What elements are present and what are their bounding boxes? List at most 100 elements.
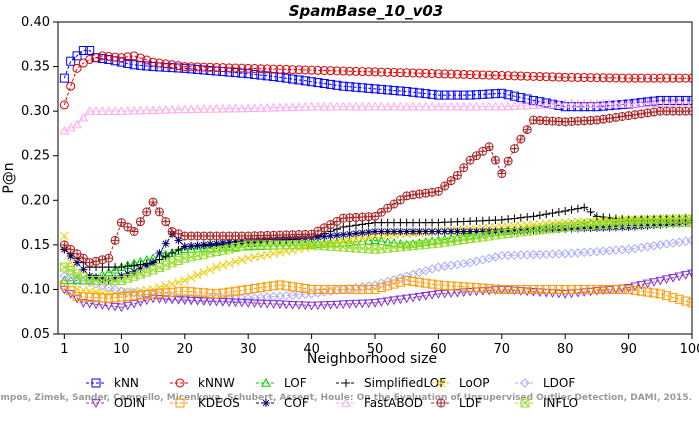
- data-point: [611, 98, 621, 108]
- data-point: [357, 299, 368, 309]
- data-point: [643, 221, 652, 230]
- data-point: [409, 227, 418, 236]
- data-point: [598, 284, 608, 294]
- legend-marker: [436, 378, 446, 388]
- y-tick-label: 0.20: [21, 193, 50, 208]
- data-point: [630, 285, 640, 295]
- legend-label: LOF: [284, 376, 307, 390]
- data-point: [427, 291, 437, 300]
- data-point: [237, 68, 247, 78]
- data-point: [192, 104, 203, 113]
- data-point: [554, 72, 564, 82]
- data-point: [103, 106, 114, 115]
- data-point: [510, 226, 519, 235]
- data-point: [262, 71, 272, 81]
- data-point: [225, 238, 234, 247]
- data-point: [554, 249, 564, 259]
- data-point: [142, 55, 152, 65]
- data-point: [484, 284, 494, 294]
- data-point: [484, 101, 494, 111]
- data-point: [541, 72, 551, 82]
- data-point: [497, 227, 506, 236]
- data-point: [59, 125, 70, 135]
- data-point: [402, 87, 412, 97]
- data-point: [110, 235, 120, 245]
- data-point: [509, 284, 519, 294]
- legend-marker: [341, 397, 351, 407]
- data-point: [85, 292, 95, 302]
- data-point: [326, 66, 336, 76]
- data-point: [687, 95, 692, 105]
- y-axis-label: P@n: [1, 162, 17, 193]
- data-point: [224, 103, 235, 113]
- data-point: [332, 284, 342, 294]
- data-point: [168, 249, 177, 258]
- data-point: [224, 63, 234, 73]
- data-point: [148, 289, 158, 299]
- data-point: [383, 227, 392, 236]
- data-point: [351, 284, 361, 294]
- data-point: [192, 64, 202, 74]
- x-tick-label: 10: [113, 342, 130, 357]
- data-point: [351, 66, 361, 76]
- data-point: [414, 101, 425, 111]
- data-point: [160, 295, 171, 305]
- data-point: [592, 73, 602, 83]
- legend-label: LDOF: [543, 376, 575, 390]
- data-point: [408, 68, 418, 78]
- data-point: [142, 290, 152, 300]
- data-point: [433, 69, 443, 79]
- data-point: [161, 217, 171, 227]
- data-point: [300, 284, 310, 294]
- data-point: [459, 90, 469, 100]
- data-point: [376, 67, 386, 77]
- data-point: [186, 296, 196, 306]
- data-point: [535, 211, 544, 220]
- data-point: [224, 259, 234, 268]
- data-point: [680, 271, 691, 280]
- data-point: [104, 293, 114, 303]
- legend-label: INFLO: [543, 396, 578, 410]
- data-point: [547, 99, 558, 109]
- data-point: [129, 299, 139, 309]
- data-point: [573, 72, 583, 82]
- data-point: [605, 284, 615, 294]
- data-point: [655, 98, 666, 107]
- data-point: [363, 235, 374, 245]
- data-point: [141, 296, 152, 306]
- data-point: [478, 146, 488, 156]
- data-point: [231, 257, 240, 267]
- data-point: [389, 67, 399, 77]
- data-point: [237, 293, 247, 304]
- data-point: [357, 67, 367, 77]
- data-point: [243, 299, 254, 308]
- data-point: [573, 224, 582, 233]
- data-point: [230, 298, 241, 308]
- data-point: [598, 73, 608, 83]
- legend-marker: [520, 398, 530, 408]
- data-point: [250, 284, 260, 294]
- data-point: [66, 286, 76, 296]
- data-point: [668, 97, 678, 107]
- legend-item-COF: COF: [256, 396, 309, 410]
- data-point: [656, 220, 665, 229]
- series-line: [64, 101, 692, 132]
- data-point: [237, 298, 247, 308]
- data-point: [496, 101, 507, 111]
- data-point: [180, 276, 190, 285]
- data-point: [97, 106, 108, 115]
- data-point: [490, 101, 501, 111]
- data-point: [358, 228, 367, 237]
- legend-item-kNN: kNN: [86, 376, 139, 390]
- data-point: [154, 105, 165, 114]
- data-point: [357, 284, 367, 294]
- data-point: [306, 301, 317, 311]
- data-point: [288, 74, 298, 84]
- data-point: [338, 101, 349, 111]
- data-point: [370, 284, 380, 294]
- data-point: [447, 227, 456, 236]
- legend-label: COF: [284, 396, 309, 410]
- data-point: [643, 73, 653, 83]
- series-KDEOS: [59, 276, 692, 308]
- data-point: [376, 283, 386, 293]
